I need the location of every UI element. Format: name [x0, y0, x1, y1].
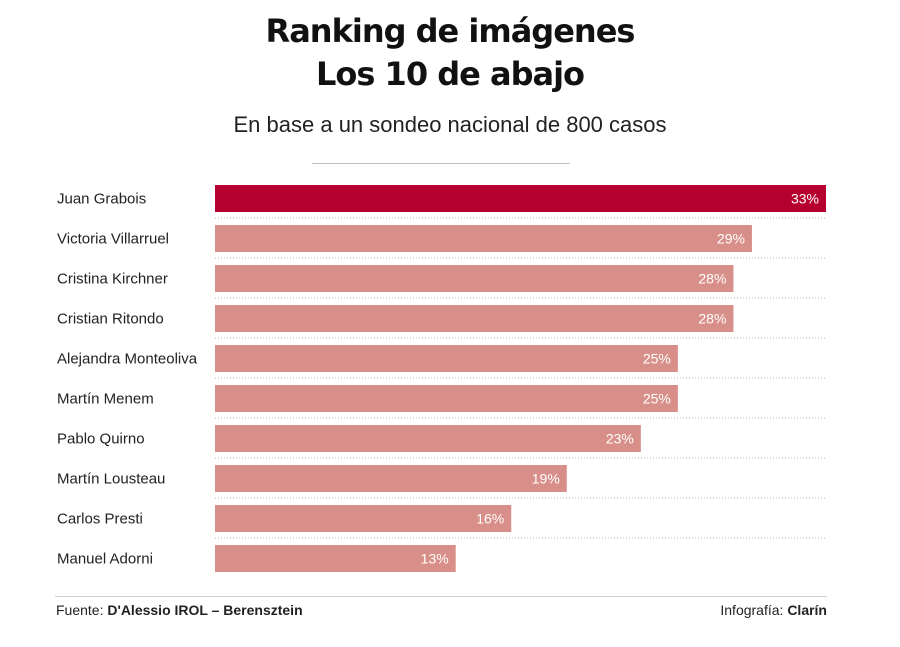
value-label: 28%	[698, 271, 726, 287]
bar	[215, 345, 678, 372]
chart-subtitle: En base a un sondeo nacional de 800 caso…	[233, 112, 667, 137]
title-divider	[312, 163, 570, 164]
bar	[215, 225, 752, 252]
category-label: Martín Menem	[57, 391, 154, 408]
bar	[215, 545, 456, 572]
category-label: Cristina Kirchner	[57, 271, 168, 288]
chart-title-line2: Los 10 de abajo	[315, 55, 585, 93]
chart-title-line1: Ranking de imágenes	[265, 12, 636, 50]
value-label: 23%	[606, 431, 634, 447]
source-note: Fuente: D'Alessio IROL – Berensztein	[56, 602, 303, 618]
category-label: Juan Grabois	[57, 191, 146, 208]
value-label: 19%	[532, 471, 560, 487]
category-label: Victoria Villarruel	[57, 231, 169, 248]
value-label: 28%	[698, 311, 726, 327]
credit-name: Clarín	[787, 602, 827, 618]
category-label: Alejandra Monteoliva	[57, 351, 198, 368]
category-label: Martín Lousteau	[57, 471, 165, 488]
source-name: D'Alessio IROL – Berensztein	[107, 602, 303, 618]
credit-note: Infografía: Clarín	[720, 602, 827, 618]
bar	[215, 465, 567, 492]
bar	[215, 505, 512, 532]
bar	[215, 265, 734, 292]
value-label: 33%	[791, 191, 819, 207]
bar	[215, 305, 734, 332]
value-label: 25%	[643, 351, 671, 367]
value-label: 16%	[476, 511, 504, 527]
bar	[215, 425, 641, 452]
category-label: Cristian Ritondo	[57, 311, 164, 328]
credit-prefix: Infografía:	[720, 602, 788, 618]
bar	[215, 185, 826, 212]
category-label: Carlos Presti	[57, 511, 143, 528]
category-label: Manuel Adorni	[57, 551, 153, 568]
footer-divider	[55, 596, 827, 597]
category-label: Pablo Quirno	[57, 431, 145, 448]
bar	[215, 385, 678, 412]
value-label: 29%	[717, 231, 745, 247]
value-label: 25%	[643, 391, 671, 407]
value-label: 13%	[421, 551, 449, 567]
source-prefix: Fuente:	[56, 602, 108, 618]
